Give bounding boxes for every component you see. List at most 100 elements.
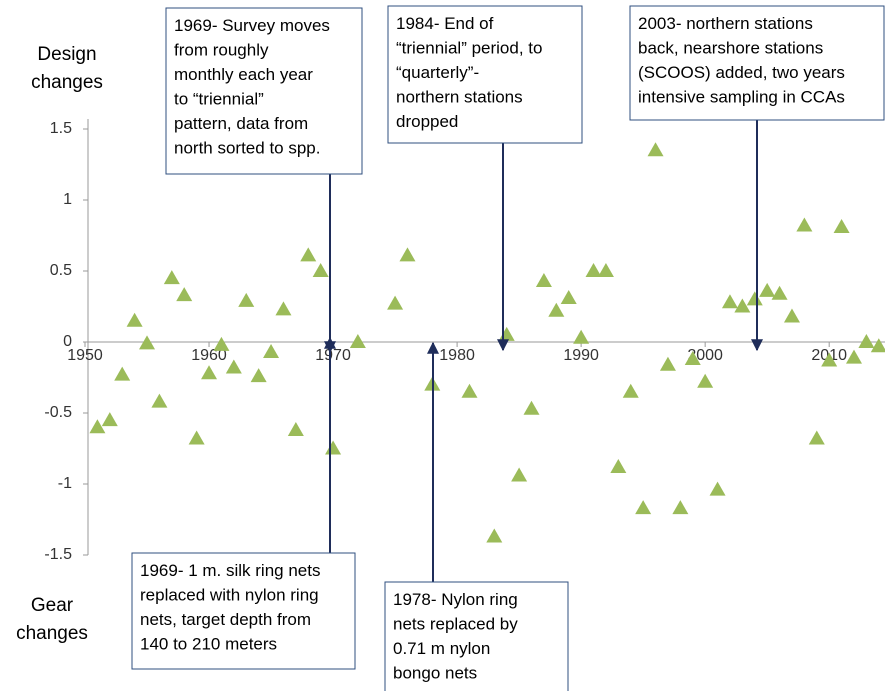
data-point	[746, 291, 763, 306]
y-tick-label: -0.5	[44, 404, 72, 421]
data-point	[573, 329, 590, 344]
data-point	[225, 359, 242, 374]
data-point	[176, 287, 193, 302]
x-tick-label: 1950	[67, 347, 103, 364]
data-point	[858, 334, 875, 348]
data-point	[659, 356, 676, 371]
data-point	[461, 383, 478, 398]
y-tick-label: -1.5	[44, 546, 72, 563]
x-tick-label: 1960	[191, 347, 227, 364]
data-point	[523, 400, 540, 415]
annotation-box	[165, 7, 363, 175]
annotation-line: bongo nets	[393, 664, 477, 683]
data-point	[250, 368, 267, 383]
data-point	[213, 336, 230, 351]
data-point	[597, 263, 614, 277]
annotation-line: pattern, data from	[174, 114, 308, 133]
annotation-box	[384, 581, 569, 696]
data-point	[188, 430, 205, 445]
y-tick-label: 0	[63, 333, 72, 350]
annotation-line: northern stations	[396, 88, 523, 107]
annotation-line: (SCOOS) added, two years	[638, 63, 845, 82]
data-point	[511, 467, 528, 482]
annotation-text: 2003- northern stations back, nearshore s…	[638, 14, 845, 107]
data-point	[783, 308, 800, 323]
data-point	[647, 142, 664, 157]
annotation-line: 140 to 210 meters	[140, 635, 277, 654]
data-point	[201, 365, 218, 380]
data-point	[771, 285, 788, 300]
side-label: Gear changes	[16, 595, 88, 644]
data-point	[845, 349, 862, 364]
data-point	[263, 343, 280, 358]
x-tick-label: 1990	[563, 347, 599, 364]
data-point	[870, 338, 885, 353]
side-label-line: changes	[16, 623, 88, 644]
data-point	[734, 298, 751, 313]
annotation-line: 2003- northern stations	[638, 14, 813, 33]
data-point	[535, 272, 552, 287]
annotation-line: monthly each year	[174, 65, 313, 84]
data-point	[325, 440, 342, 455]
data-point	[808, 430, 825, 445]
annotation-text: 1969- Survey moves from roughly monthly ea…	[174, 16, 330, 158]
annotation-line: 1969- Survey moves	[174, 16, 330, 35]
data-point	[833, 218, 850, 233]
annotation-line: nets, target depth from	[140, 610, 311, 629]
data-point	[548, 302, 565, 317]
annotation-line: intensive sampling in CCAs	[638, 88, 845, 107]
data-point	[796, 217, 813, 232]
data-point	[759, 282, 776, 297]
data-point	[486, 528, 503, 543]
data-point	[622, 383, 639, 398]
annotation-box	[387, 5, 583, 144]
annotation-text: 1969- 1 m. silk ring nets replaced with n…	[140, 561, 320, 654]
side-label-line: Design	[37, 44, 96, 65]
data-point	[697, 373, 714, 388]
annotation-line: 1969- 1 m. silk ring nets	[140, 561, 320, 580]
y-tick-label: 1.5	[50, 120, 72, 137]
data-point	[101, 412, 118, 427]
data-point	[399, 247, 416, 262]
annotation-box	[629, 5, 885, 121]
data-point	[635, 500, 652, 515]
data-point	[89, 419, 106, 434]
data-point	[721, 294, 738, 309]
data-point	[684, 351, 701, 366]
data-point	[610, 458, 627, 473]
data-point	[163, 270, 180, 285]
data-point	[139, 335, 156, 350]
annotation-line: from roughly	[174, 41, 269, 60]
data-point	[349, 334, 366, 348]
data-point	[238, 292, 255, 307]
annotation-line: to “triennial”	[174, 90, 264, 109]
data-point	[821, 352, 838, 367]
annotation-line: “triennial” period, to	[396, 39, 542, 58]
side-label-line: Gear	[31, 595, 74, 616]
annotation-line: dropped	[396, 112, 458, 131]
data-point	[151, 393, 168, 408]
data-point	[498, 326, 515, 341]
annotation-line: north sorted to spp.	[174, 139, 320, 158]
data-point	[560, 289, 577, 304]
side-label: Design changes	[31, 44, 103, 93]
y-tick-label: -1	[58, 475, 72, 492]
annotation-line: 1984- End of	[396, 14, 494, 33]
x-tick-label: 1970	[315, 347, 351, 364]
x-tick-label: 1980	[439, 347, 475, 364]
annotation-line: replaced with nylon ring	[140, 586, 319, 605]
y-tick-label: 0.5	[50, 262, 72, 279]
annotation-line: “quarterly”-	[396, 63, 479, 82]
data-point	[709, 481, 726, 496]
data-point	[672, 500, 689, 515]
data-point	[287, 422, 304, 437]
data-point	[114, 366, 131, 381]
data-point	[300, 247, 317, 262]
y-tick-label: 1	[63, 191, 72, 208]
data-point	[126, 312, 143, 327]
annotation-line: 1978- Nylon ring	[393, 590, 518, 609]
annotation-line: 0.71 m nylon	[393, 639, 490, 658]
data-point	[312, 263, 329, 277]
annotation-line: nets replaced by	[393, 615, 518, 634]
